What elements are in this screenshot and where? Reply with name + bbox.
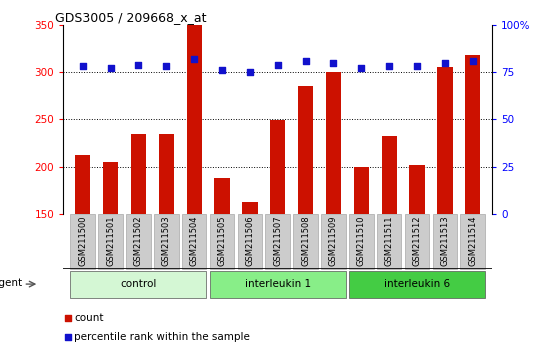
Bar: [210, 214, 234, 269]
Bar: [321, 214, 346, 269]
Bar: [214, 178, 230, 214]
Point: [78, 64, 87, 69]
Bar: [293, 214, 318, 269]
Point: [273, 62, 282, 67]
Bar: [465, 55, 480, 214]
Text: GSM211507: GSM211507: [273, 216, 282, 267]
Bar: [266, 214, 290, 269]
Text: GSM211511: GSM211511: [384, 216, 394, 266]
Text: count: count: [74, 313, 103, 323]
Point: [63, 334, 72, 340]
Point: [301, 58, 310, 64]
Point: [385, 64, 394, 69]
Point: [412, 64, 421, 69]
Bar: [131, 134, 146, 214]
Bar: [70, 214, 95, 269]
Text: interleukin 1: interleukin 1: [245, 279, 311, 289]
Text: GSM211502: GSM211502: [134, 216, 143, 266]
Bar: [349, 214, 373, 269]
Bar: [270, 120, 285, 214]
Bar: [126, 214, 151, 269]
Point: [329, 60, 338, 65]
Bar: [382, 136, 397, 214]
Bar: [433, 214, 457, 269]
Bar: [298, 86, 314, 214]
Text: GSM211503: GSM211503: [162, 216, 171, 267]
Text: GSM211509: GSM211509: [329, 216, 338, 266]
Bar: [238, 214, 262, 269]
Bar: [460, 214, 485, 269]
Bar: [354, 167, 369, 214]
Bar: [405, 214, 430, 269]
Text: GSM211504: GSM211504: [190, 216, 199, 266]
Bar: [182, 214, 206, 269]
Text: control: control: [120, 279, 157, 289]
Bar: [326, 72, 341, 214]
Point: [162, 64, 170, 69]
Bar: [98, 214, 123, 269]
Point: [63, 315, 72, 321]
Point: [134, 62, 143, 67]
Text: GSM211508: GSM211508: [301, 216, 310, 267]
Text: GSM211513: GSM211513: [441, 216, 449, 267]
Bar: [349, 270, 485, 298]
Bar: [210, 270, 346, 298]
Point: [441, 60, 449, 65]
Text: GSM211501: GSM211501: [106, 216, 115, 266]
Text: GSM211514: GSM211514: [468, 216, 477, 266]
Bar: [158, 134, 174, 214]
Point: [469, 58, 477, 64]
Text: GSM211500: GSM211500: [78, 216, 87, 266]
Text: percentile rank within the sample: percentile rank within the sample: [74, 332, 250, 342]
Bar: [70, 270, 206, 298]
Bar: [103, 162, 118, 214]
Bar: [437, 67, 453, 214]
Text: agent: agent: [0, 278, 22, 287]
Point: [106, 65, 115, 71]
Bar: [75, 154, 90, 214]
Bar: [154, 214, 179, 269]
Point: [357, 65, 366, 71]
Text: GSM211510: GSM211510: [357, 216, 366, 266]
Bar: [377, 214, 402, 269]
Bar: [409, 165, 425, 214]
Point: [218, 67, 227, 73]
Point: [190, 56, 199, 62]
Point: [245, 69, 254, 75]
Text: GDS3005 / 209668_x_at: GDS3005 / 209668_x_at: [54, 11, 206, 24]
Text: interleukin 6: interleukin 6: [384, 279, 450, 289]
Bar: [186, 25, 202, 214]
Text: GSM211512: GSM211512: [412, 216, 421, 266]
Text: GSM211505: GSM211505: [218, 216, 227, 266]
Text: GSM211506: GSM211506: [245, 216, 255, 267]
Bar: [242, 202, 257, 214]
